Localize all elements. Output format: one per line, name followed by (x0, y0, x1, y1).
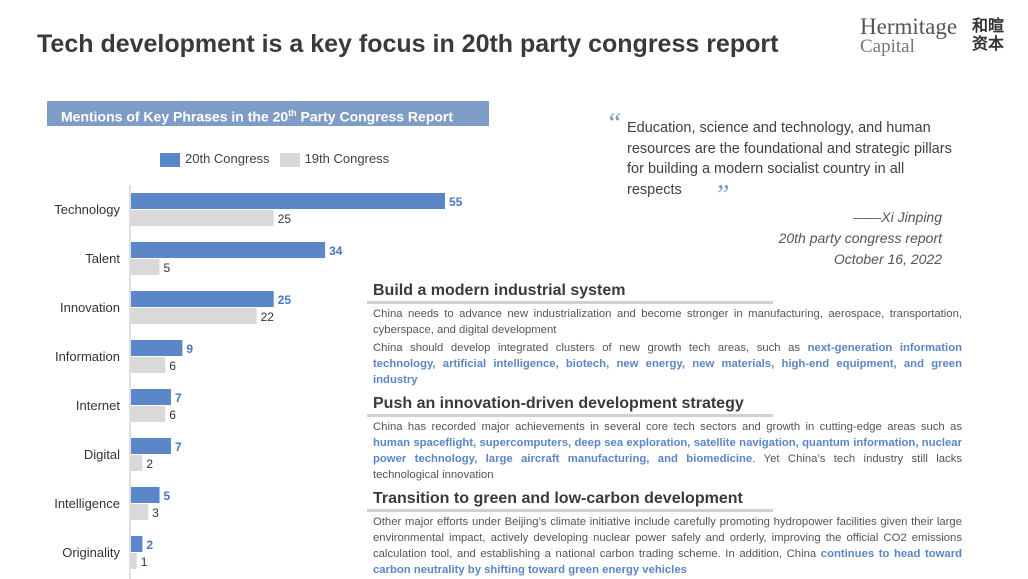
legend-swatch (279, 152, 300, 167)
bar-19th-talent (131, 259, 160, 275)
bar-20th-digital (131, 438, 171, 454)
highlighted-text: continues to head toward carbon neutrali… (373, 548, 963, 576)
category-label: Technology (54, 202, 120, 217)
category-label: Internet (76, 398, 120, 413)
data-label: 34 (329, 244, 343, 258)
bar-19th-information (131, 357, 166, 373)
logo-line2: Capital (860, 36, 915, 57)
category-label: Innovation (60, 300, 120, 315)
logo-chinese: 和暄资本 (972, 18, 1005, 53)
bar-20th-information (131, 340, 183, 356)
text-segment: . Yet China’s tech industry still lacks … (373, 453, 963, 481)
bar-20th-intelligence (131, 487, 160, 503)
quote-author: ——Xi Jinping (853, 209, 942, 225)
chart-legend: 20th Congress 19th Congress (160, 151, 389, 167)
data-label: 6 (169, 359, 176, 373)
quote-attribution: ——Xi Jinping 20th party congress report … (779, 207, 942, 270)
data-label: 3 (152, 506, 159, 520)
bar-20th-internet (131, 389, 171, 405)
category-label: Intelligence (54, 496, 120, 511)
section-paragraph: Other major efforts under Beijing’s clim… (373, 514, 962, 578)
data-label: 9 (186, 342, 193, 356)
data-label: 55 (449, 195, 463, 209)
section-green-development: Transition to green and low-carbon devel… (367, 490, 962, 578)
category-label: Talent (85, 251, 120, 266)
section-paragraph: China should develop integrated clusters… (373, 340, 962, 388)
bar-19th-digital (131, 455, 143, 471)
bar-19th-technology (131, 210, 274, 226)
text-segment: China needs to advance new industrializa… (373, 308, 962, 336)
legend-item-19th: 19th Congress (279, 151, 389, 167)
chart-title: Mentions of Key Phrases in the 20th Part… (47, 101, 489, 126)
data-label: 2 (146, 457, 153, 471)
quote-text: Education, science and technology, and h… (627, 120, 952, 198)
quote-date: October 16, 2022 (833, 251, 942, 267)
data-label: 1 (141, 555, 148, 569)
category-label: Information (55, 349, 120, 364)
highlighted-text: next-generation information technology, … (373, 342, 962, 386)
bar-19th-originality (131, 553, 137, 569)
close-quote-icon: ” (714, 180, 730, 211)
section-heading: Build a modern industrial system (367, 282, 773, 304)
slide-title: Tech development is a key focus in 20th … (37, 30, 779, 58)
section-paragraph: China needs to advance new industrializa… (373, 306, 962, 338)
section-heading: Push an innovation-driven development st… (367, 395, 773, 417)
data-label: 25 (278, 212, 292, 226)
hermitage-capital-logo: Hermitage Capital 和暄资本 (860, 14, 1004, 57)
section-innovation-strategy: Push an innovation-driven development st… (367, 395, 962, 483)
text-segment: Other major efforts under Beijing’s clim… (373, 516, 962, 560)
data-label: 7 (175, 391, 182, 405)
bar-20th-originality (131, 536, 143, 552)
section-industrial-system: Build a modern industrial system China ne… (367, 282, 962, 388)
category-label: Originality (62, 545, 120, 560)
quote-source: 20th party congress report (778, 230, 942, 246)
data-label: 5 (164, 489, 171, 503)
section-heading: Transition to green and low-carbon devel… (367, 490, 773, 512)
legend-item-20th: 20th Congress (160, 151, 270, 167)
data-label: 6 (169, 408, 176, 422)
section-paragraph: China has recorded major achievements in… (373, 419, 962, 483)
data-label: 5 (164, 261, 171, 275)
text-segment: China should develop integrated clusters… (373, 342, 808, 354)
bar-20th-talent (131, 242, 326, 258)
bar-19th-innovation (131, 308, 257, 324)
text-segment: China has recorded major achievements in… (373, 421, 962, 433)
legend-swatch (160, 152, 180, 167)
bar-19th-internet (131, 406, 166, 422)
category-label: Digital (84, 447, 120, 462)
data-label: 2 (146, 538, 153, 552)
bar-20th-innovation (131, 291, 274, 307)
logo-line1: Hermitage (860, 14, 958, 39)
data-label: 25 (278, 293, 292, 307)
bar-20th-technology (131, 193, 445, 209)
bar-19th-intelligence (131, 504, 149, 520)
highlighted-text: human spaceflight, supercomputers, deep … (373, 437, 962, 465)
data-label: 22 (261, 310, 275, 324)
open-quote-icon: “ (606, 108, 622, 139)
data-label: 7 (175, 440, 182, 454)
